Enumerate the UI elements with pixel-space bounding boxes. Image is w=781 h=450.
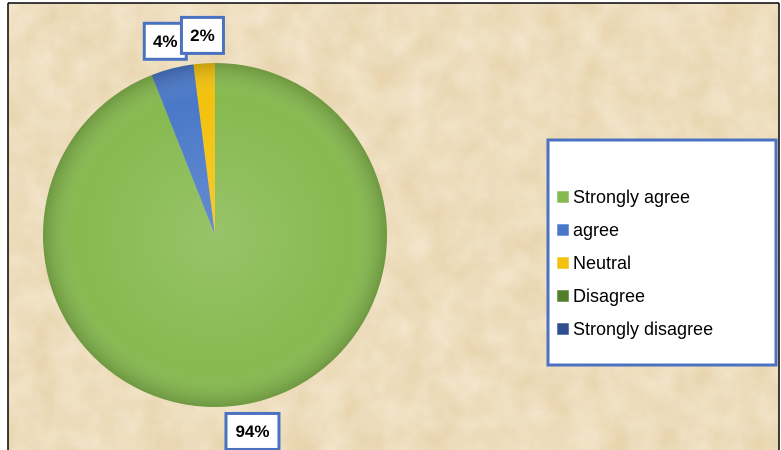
legend-marker <box>556 322 570 336</box>
data-label: 94% <box>235 422 269 441</box>
data-label: 4% <box>153 32 178 51</box>
legend-marker <box>556 223 570 237</box>
legend-label: Disagree <box>573 286 645 306</box>
data-label-box <box>142 21 188 61</box>
legend-label: Strongly agree <box>573 187 690 207</box>
legend-label: Neutral <box>573 253 631 273</box>
legend-label: Strongly disagree <box>573 319 713 339</box>
legend-marker <box>556 256 570 270</box>
data-label: 2% <box>190 26 215 45</box>
data-label-box <box>224 411 281 450</box>
legend-box <box>546 138 778 367</box>
legend-marker <box>556 190 570 204</box>
legend-label: agree <box>573 220 619 240</box>
legend-marker <box>556 289 570 303</box>
pie-shading <box>43 63 387 407</box>
data-label-box <box>179 15 225 55</box>
